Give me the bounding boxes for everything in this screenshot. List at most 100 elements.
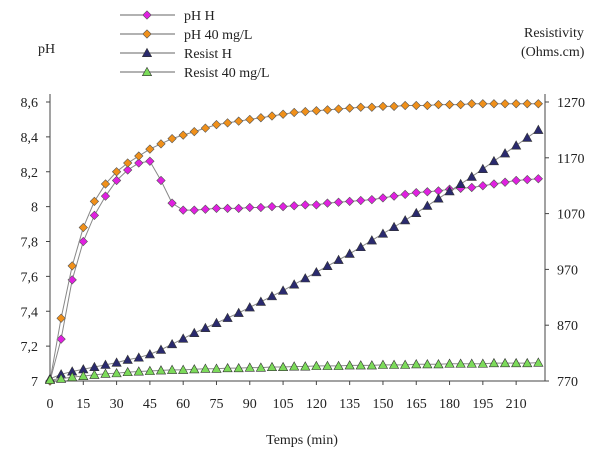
data-point (344, 248, 355, 258)
data-point (267, 202, 277, 212)
x-tick-label: 75 (209, 397, 223, 412)
data-point (522, 132, 533, 142)
data-point (289, 201, 299, 211)
data-point (356, 102, 366, 112)
series-line (49, 129, 539, 380)
y-right-tick-label: 1070 (557, 208, 585, 223)
legend-item: pH H (120, 9, 215, 24)
legend-label: Resist 40 mg/L (184, 66, 270, 81)
data-point (189, 364, 200, 374)
y-left-tick-label: 7 (31, 375, 38, 390)
data-point (44, 374, 56, 384)
legend-marker (141, 66, 153, 76)
data-point (255, 362, 266, 372)
data-point (300, 273, 311, 283)
data-point (444, 99, 455, 110)
x-tick-label: 105 (273, 397, 294, 412)
data-point (499, 357, 511, 368)
data-point (133, 352, 144, 362)
data-point (244, 362, 255, 372)
y-right-tick-label: 1170 (557, 152, 584, 167)
data-point (123, 165, 133, 175)
data-point (478, 99, 488, 109)
y-right-tick-label: 1270 (557, 96, 585, 111)
data-point (89, 210, 100, 220)
data-point (489, 179, 499, 189)
x-tick-label: 165 (406, 397, 427, 412)
data-point (67, 261, 77, 271)
data-point (222, 203, 233, 213)
x-tick-label: 150 (372, 397, 393, 412)
data-point (277, 361, 289, 372)
data-point (233, 307, 244, 317)
data-point (289, 107, 299, 118)
data-point (377, 359, 389, 369)
y-left-tick-label: 7,2 (21, 340, 39, 355)
data-point (377, 228, 389, 238)
x-tick-label: 60 (176, 397, 190, 412)
data-point (55, 373, 67, 383)
data-point (111, 175, 122, 186)
tick-labels: 0 15 30 45 60 75 90 105 120 135 150 165 180 195 210 7 7,… (21, 96, 586, 412)
data-point (123, 158, 133, 168)
data-point (89, 196, 100, 207)
data-point (311, 200, 321, 210)
x-tick-label: 135 (339, 397, 360, 412)
data-point (389, 101, 399, 111)
y-left-tick-label: 8,4 (21, 131, 39, 146)
data-point (333, 254, 344, 264)
data-point (388, 221, 400, 231)
data-point (455, 178, 466, 189)
data-point (345, 196, 355, 207)
data-point (300, 200, 310, 210)
data-point (189, 205, 199, 215)
data-point (222, 118, 233, 128)
data-point (78, 222, 88, 233)
data-point (388, 359, 400, 369)
data-point (266, 290, 278, 301)
legend-label: pH 40 mg/L (184, 28, 252, 43)
data-point (56, 313, 66, 323)
data-point (400, 359, 411, 369)
data-point (467, 99, 477, 109)
data-point (344, 360, 355, 370)
data-point (511, 99, 521, 109)
data-point (156, 175, 166, 186)
data-point (488, 155, 500, 166)
x-tick-label: 90 (243, 397, 257, 412)
data-point (211, 120, 222, 130)
x-tick-label: 120 (306, 397, 327, 412)
data-point (366, 360, 377, 370)
data-point (255, 296, 266, 306)
data-point (178, 364, 189, 374)
data-point (166, 364, 178, 374)
y-left-tick-label: 7,4 (21, 305, 39, 320)
data-point (167, 133, 177, 144)
data-point (433, 193, 444, 203)
data-point (367, 195, 377, 205)
data-point (89, 369, 100, 379)
data-point (244, 302, 255, 312)
data-point (411, 207, 422, 218)
data-point (155, 344, 167, 354)
data-point (311, 266, 322, 277)
data-point (355, 360, 366, 370)
data-point (311, 360, 322, 370)
data-point (144, 365, 155, 375)
y-left-axis-title: pH (38, 42, 55, 57)
data-point (422, 359, 433, 369)
data-point (433, 99, 444, 110)
data-point (200, 204, 211, 214)
data-point (422, 200, 433, 210)
y-right-tick-label: 970 (557, 263, 578, 278)
data-point (100, 191, 111, 201)
data-point (333, 104, 344, 114)
legend: pH H pH 40 mg/L Resist H Resist 40 mg/L (120, 9, 270, 81)
data-point (400, 100, 410, 111)
data-point (156, 139, 166, 149)
data-point (322, 198, 333, 208)
data-point (289, 279, 300, 289)
data-point (234, 116, 244, 126)
data-point (533, 357, 544, 367)
